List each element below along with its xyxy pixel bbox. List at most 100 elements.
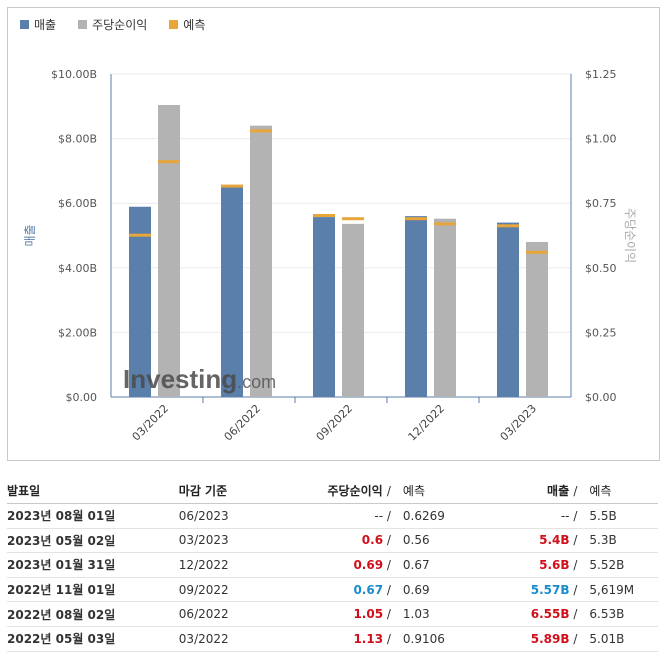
row-date: 2022년 05월 03일 [7, 626, 179, 652]
y-right-tick-label: $0.75 [585, 197, 617, 210]
forecast-marker-eps [434, 222, 456, 226]
row-revenue: 5.6B / [480, 552, 582, 578]
y-right-axis-title: 주당순이익 [623, 208, 637, 263]
forecast-marker-eps [158, 160, 180, 164]
y-left-tick-label: $6.00B [58, 197, 97, 210]
row-eps-forecast: 1.03 [394, 601, 481, 627]
header-eps[interactable]: 주당순이익 / [275, 478, 395, 504]
header-eps-forecast[interactable]: 예측 [394, 478, 481, 504]
row-eps-forecast: 0.67 [394, 552, 481, 578]
y-left-tick-label: $10.00B [51, 68, 97, 81]
row-revenue: 5.89B / [480, 626, 582, 652]
watermark-brand: Investing [123, 364, 237, 394]
row-eps-slash: / [386, 533, 391, 548]
forecast-marker-revenue [497, 224, 519, 228]
watermark-suffix: .com [237, 372, 276, 392]
y-left-axis-title: 매출 [23, 224, 37, 246]
header-revenue-slash: / [573, 484, 578, 498]
row-eps: 1.13 / [275, 626, 395, 652]
row-revenue-slash: / [573, 557, 578, 572]
y-left-tick-label: $0.00 [66, 391, 98, 404]
earnings-chart-panel: 매출 주당순이익 예측 $0.00 $2.00B $4.00B $6.00B $8.00… [7, 7, 660, 461]
row-eps-slash: / [386, 582, 391, 597]
row-eps: 0.6 / [275, 528, 395, 554]
header-revenue-label: 매출 [547, 484, 570, 498]
legend-item-revenue[interactable]: 매출 [20, 16, 56, 33]
x-tick-label: 03/2022 [130, 402, 172, 444]
row-revenue: 5.4B / [480, 528, 582, 554]
row-revenue-slash: / [573, 582, 578, 597]
row-date: 2023년 01월 31일 [7, 552, 179, 578]
table-header-row: 발표일 마감 기준 주당순이익 / 예측 매출 / 예측 [7, 478, 658, 504]
header-date[interactable]: 발표일 [7, 478, 179, 504]
row-revenue-slash: / [573, 631, 578, 646]
row-revenue-value: 6.55B [530, 607, 570, 622]
row-eps-value: -- [374, 508, 384, 523]
bar-revenue [497, 222, 519, 397]
bar-revenue [313, 217, 335, 397]
row-eps-forecast: 0.56 [394, 528, 481, 554]
y-right-tick-label: $0.25 [585, 326, 617, 339]
table-row: 2022년 11월 01일 09/2022 0.67 /0.69 5.57B /5,6… [7, 577, 658, 603]
row-eps-value: 1.05 [353, 607, 384, 622]
header-revenue[interactable]: 매출 / [480, 478, 582, 504]
row-revenue: 6.55B / [480, 601, 582, 627]
header-revenue-forecast[interactable]: 예측 [581, 478, 658, 504]
row-revenue-forecast: 5.01B [581, 626, 658, 652]
bar-eps [526, 241, 548, 397]
row-revenue-value: -- [560, 508, 570, 523]
chart-legend: 매출 주당순이익 예측 [20, 16, 205, 33]
header-period[interactable]: 마감 기준 [178, 478, 276, 504]
x-tick-label: 09/2022 [314, 402, 356, 444]
x-tick-label: 03/2023 [498, 402, 540, 444]
bar-revenue [129, 206, 151, 397]
legend-item-eps[interactable]: 주당순이익 [78, 16, 147, 33]
header-eps-forecast-label: 예측 [402, 484, 426, 498]
row-revenue: -- / [480, 503, 582, 529]
y-right-tick-label: $1.25 [585, 68, 617, 81]
forecast-marker-eps [342, 217, 364, 221]
row-eps: 0.67 / [275, 577, 395, 603]
bar-eps [158, 105, 180, 398]
y-right-tick-label: $1.00 [585, 133, 617, 146]
row-revenue-forecast: 5,619M [581, 577, 658, 603]
legend-swatch-eps [78, 20, 88, 29]
row-eps-slash: / [386, 607, 391, 622]
investing-watermark: Investing.com [123, 364, 276, 394]
row-revenue-value: 5.4B [539, 533, 570, 548]
chart-plot: $0.00 $2.00B $4.00B $6.00B $8.00B $10.00B $0.0… [23, 68, 637, 444]
table-row: 2022년 08월 02일 06/2022 1.05 /1.03 6.55B /6.5… [7, 601, 658, 627]
table-row: 2023년 01월 31일 12/2022 0.69 /0.67 5.6B /5.52… [7, 552, 658, 578]
bar-revenue [221, 185, 243, 397]
row-date: 2022년 08월 02일 [7, 601, 179, 627]
row-period: 03/2022 [178, 626, 276, 652]
row-eps-value: 1.13 [353, 631, 384, 646]
row-eps-slash: / [386, 508, 391, 523]
row-eps-forecast: 0.6269 [394, 503, 481, 529]
row-date: 2023년 05월 02일 [7, 528, 179, 554]
row-revenue-value: 5.89B [530, 631, 570, 646]
forecast-marker-eps [250, 129, 272, 133]
row-eps-value: 0.6 [361, 533, 384, 548]
row-eps-value: 0.67 [353, 582, 384, 597]
y-left-tick-label: $8.00B [58, 133, 97, 146]
bar-eps [250, 125, 272, 398]
row-eps: 0.69 / [275, 552, 395, 578]
legend-label-forecast: 예측 [183, 18, 206, 32]
table-row: 2023년 05월 02일 03/2023 0.6 /0.56 5.4B /5.3B [7, 528, 658, 554]
legend-item-forecast[interactable]: 예측 [169, 16, 205, 33]
y-right-tick-label: $0.50 [585, 262, 617, 275]
legend-swatch-revenue [20, 20, 29, 29]
forecast-marker-revenue [313, 214, 335, 218]
row-revenue: 5.57B / [480, 577, 582, 603]
header-eps-label: 주당순이익 [327, 484, 383, 498]
row-period: 06/2023 [178, 503, 276, 529]
row-revenue-slash: / [573, 607, 578, 622]
row-date: 2022년 11월 01일 [7, 577, 179, 603]
bar-eps [434, 218, 456, 397]
y-right-tick-label: $0.00 [585, 391, 617, 404]
row-period: 03/2023 [178, 528, 276, 554]
legend-label-revenue: 매출 [34, 18, 57, 32]
row-revenue-slash: / [573, 508, 578, 523]
forecast-marker-eps [526, 250, 548, 254]
